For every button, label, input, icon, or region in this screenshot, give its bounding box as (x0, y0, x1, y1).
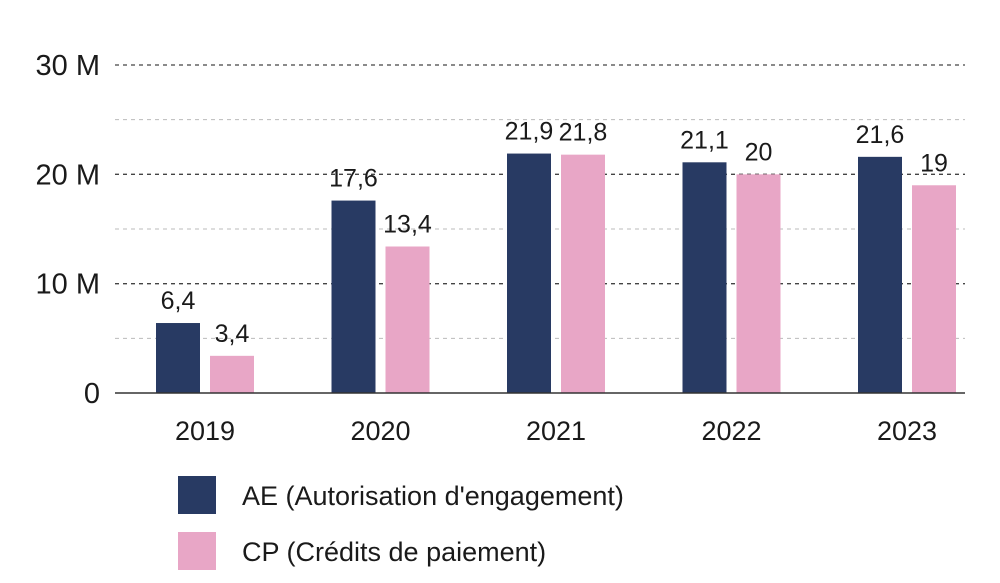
legend-swatch-ae (178, 476, 216, 514)
bar-ae-2020 (331, 200, 376, 393)
data-label: 21,9 (505, 118, 554, 146)
data-label: 13,4 (383, 210, 432, 238)
bar-ae-2019 (156, 323, 200, 393)
y-tick-label: 20 M (36, 159, 100, 191)
bar-cp-2020 (385, 246, 430, 393)
legend: AE (Autorisation d'engagement) CP (Crédit… (178, 476, 624, 570)
x-tick-label: 2020 (350, 416, 410, 446)
x-tick-label: 2021 (526, 416, 586, 446)
bar-ae-2022 (682, 162, 727, 393)
data-label: 20 (745, 138, 773, 166)
y-tick-label: 30 M (36, 50, 100, 82)
x-axis: 2019 2020 2021 2022 2023 (115, 392, 965, 446)
data-label: 17,6 (329, 165, 378, 193)
x-tick-label: 2023 (877, 416, 937, 446)
y-tick-label: 0 (84, 378, 100, 410)
data-label: 19 (920, 149, 948, 177)
y-axis: 0 10 M 20 M 30 M (36, 50, 100, 410)
bar-cp-2023 (912, 185, 956, 393)
legend-label-ae: AE (Autorisation d'engagement) (242, 481, 624, 511)
x-tick-label: 2019 (175, 416, 235, 446)
x-tick-label: 2022 (701, 416, 761, 446)
bar-ae-2021 (507, 153, 551, 393)
bar-cp-2021 (561, 154, 605, 393)
y-tick-label: 10 M (36, 269, 100, 301)
bars (156, 153, 956, 393)
data-labels: 6,4 3,4 17,613,4 21,9 21,8 21,1 20 21,6 19 (161, 118, 948, 348)
data-label: 21,8 (559, 119, 608, 147)
legend-label-cp: CP (Crédits de paiement) (242, 537, 546, 567)
data-label: 21,1 (680, 126, 729, 154)
data-label: 3,4 (215, 320, 250, 348)
data-label: 21,6 (856, 121, 905, 149)
bar-cp-2022 (736, 174, 781, 393)
bar-cp-2019 (210, 355, 254, 393)
legend-swatch-cp (178, 532, 216, 570)
bar-ae-2023 (858, 156, 902, 393)
data-label: 6,4 (161, 287, 196, 315)
